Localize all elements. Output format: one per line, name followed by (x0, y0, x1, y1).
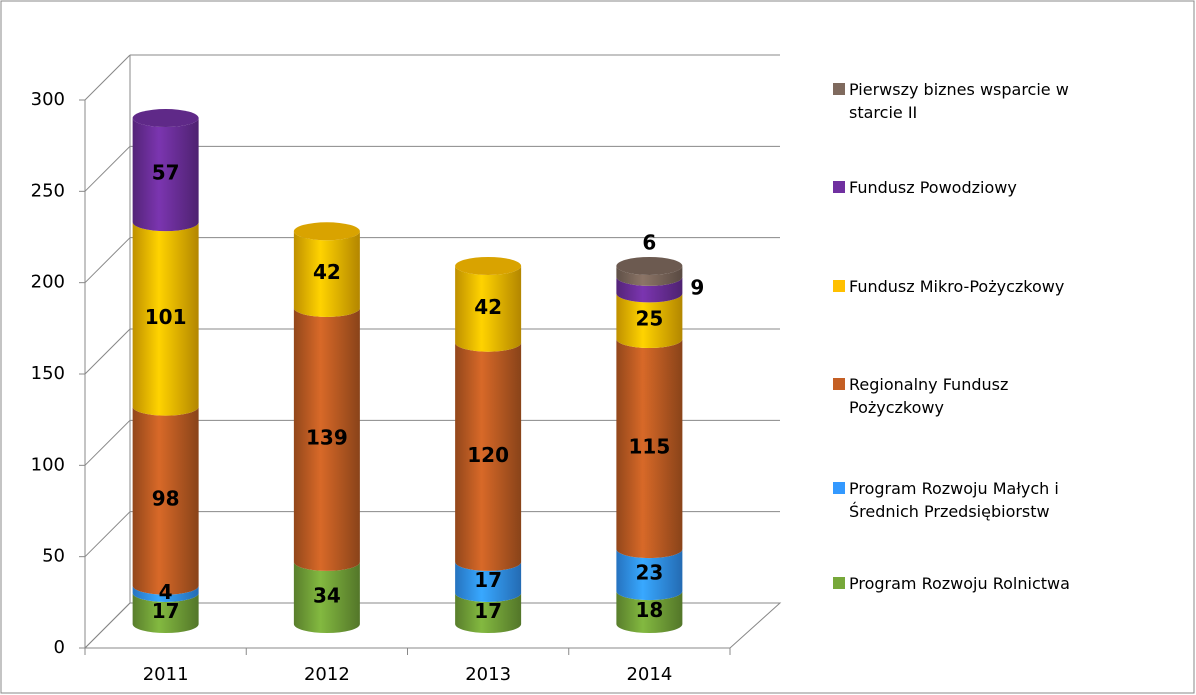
cylinder-segment (132, 592, 199, 633)
data-label: 120 (467, 443, 509, 467)
grid-line (84, 237, 131, 284)
cylinder-top (455, 256, 522, 275)
data-label: 42 (474, 295, 502, 319)
data-label: 115 (629, 435, 671, 459)
legend-entry: Program Rozwoju Rolnictwa (833, 572, 1103, 595)
x-tick-label: 2011 (143, 664, 189, 685)
grid-line (84, 145, 131, 192)
legend-swatch (833, 83, 845, 95)
x-tick-label: 2013 (465, 664, 511, 685)
cylinder-segment (293, 561, 360, 633)
cylinder-segment (616, 591, 683, 633)
data-label: 17 (152, 599, 180, 623)
legend-swatch (833, 181, 845, 193)
cylinder-top (132, 109, 199, 128)
x-tick-label: 2012 (304, 664, 350, 685)
cylinder-segment (455, 342, 522, 571)
cylinder-segment (132, 585, 199, 602)
data-label: 57 (152, 161, 180, 185)
legend-label: Program Rozwoju Rolnictwa (849, 574, 1070, 593)
grid-line (84, 54, 131, 101)
data-label: 42 (313, 260, 341, 284)
legend-entry: Pierwszy biznes wsparcie w starcie II (833, 78, 1103, 124)
legend-label: Pierwszy biznes wsparcie w starcie II (849, 80, 1069, 122)
y-tick-label: 200 (31, 272, 65, 293)
legend-label: Fundusz Mikro-Pożyczkowy (849, 277, 1065, 296)
cylinder-segment (455, 265, 522, 352)
cylinder-segment (616, 265, 683, 286)
data-label: 9 (690, 276, 704, 300)
data-label: 139 (306, 425, 348, 449)
y-tick-label: 150 (31, 363, 65, 384)
grid-line (84, 602, 131, 649)
data-label: 25 (635, 307, 663, 331)
data-label: 17 (474, 599, 502, 623)
data-label: 98 (152, 487, 180, 511)
legend-swatch (833, 577, 845, 589)
cylinder-segment (293, 307, 360, 571)
cylinder-segment (132, 222, 199, 416)
legend-swatch (833, 280, 845, 292)
cylinder-segment (132, 118, 199, 232)
cylinder-top (293, 222, 360, 241)
grid-line (84, 328, 131, 375)
y-tick-label: 50 (42, 546, 65, 567)
cylinder-segment (616, 339, 683, 559)
legend-swatch (833, 378, 845, 390)
data-label: 34 (313, 583, 341, 607)
data-label: 17 (474, 568, 502, 592)
legend-swatch (833, 482, 845, 494)
data-label: 101 (145, 305, 187, 329)
cylinder-segment (455, 592, 522, 633)
grid-line (84, 511, 131, 558)
y-tick-label: 0 (54, 637, 65, 658)
legend-label: Fundusz Powodziowy (849, 178, 1017, 197)
y-tick-label: 250 (31, 180, 65, 201)
cylinder-segment (455, 561, 522, 602)
legend-label: Regionalny Fundusz Pożyczkowy (849, 375, 1009, 417)
legend-entry: Program Rozwoju Małych i Średnich Przeds… (833, 477, 1103, 523)
data-label: 4 (159, 580, 173, 604)
data-label: 6 (642, 230, 656, 254)
cylinder-segment (616, 549, 683, 601)
y-tick-label: 300 (31, 89, 65, 110)
data-label: 23 (635, 561, 663, 585)
grid-line (84, 419, 131, 466)
cylinder-segment (616, 276, 683, 303)
legend-entry: Regionalny Fundusz Pożyczkowy (833, 373, 1103, 419)
legend-entry: Fundusz Powodziowy (833, 176, 1103, 199)
data-label: 18 (635, 598, 663, 622)
cylinder-segment (616, 293, 683, 349)
legend-label: Program Rozwoju Małych i Średnich Przeds… (849, 479, 1059, 521)
y-tick-label: 100 (31, 454, 65, 475)
x-tick-label: 2014 (626, 664, 672, 685)
legend-entry: Fundusz Mikro-Pożyczkowy (833, 275, 1103, 298)
cylinder-top (616, 256, 683, 275)
cylinder-segment (132, 406, 199, 595)
cylinder-segment (293, 231, 360, 317)
